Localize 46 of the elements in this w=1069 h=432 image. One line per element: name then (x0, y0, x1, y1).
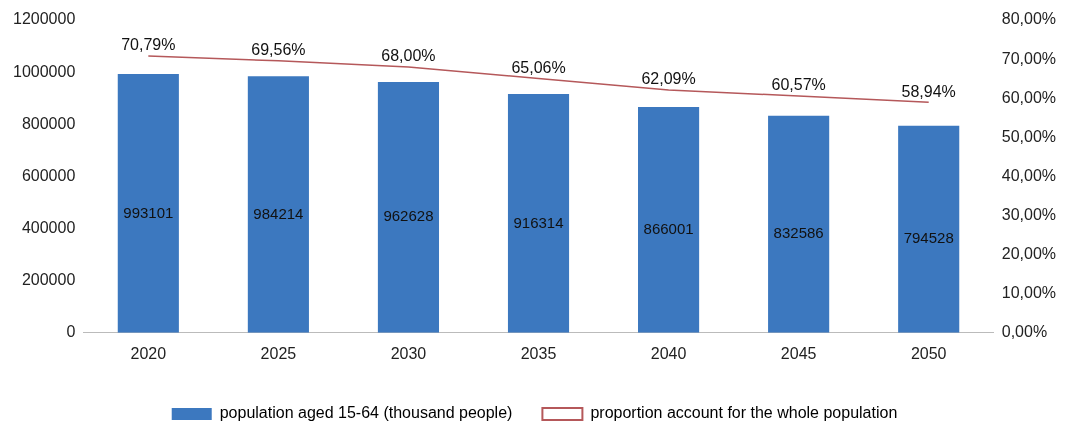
legend-label: proportion account for the whole population (590, 404, 898, 422)
bar (638, 107, 700, 333)
y-tick-label: 200000 (21, 271, 76, 289)
data-label: 65,06% (511, 58, 566, 76)
x-tick-label: 2025 (260, 344, 297, 362)
y-tick-label: 1000000 (12, 62, 76, 80)
bar (898, 125, 960, 333)
y2-tick-label: 0,00% (1001, 323, 1048, 341)
data-label: 866001 (643, 220, 694, 238)
x-tick-label: 2035 (520, 344, 557, 362)
y2-tick-label: 60,00% (1001, 88, 1056, 106)
data-label: 58,94% (901, 82, 956, 100)
data-label: 60,57% (771, 76, 826, 94)
data-label: 68,00% (381, 47, 436, 65)
y2-tick-label: 50,00% (1001, 127, 1056, 145)
data-label: 794528 (903, 229, 954, 247)
data-label: 993101 (123, 203, 174, 221)
y-tick-label: 800000 (21, 114, 76, 132)
bar (507, 93, 570, 333)
data-label: 69,56% (251, 41, 306, 59)
y2-tick-label: 40,00% (1001, 166, 1056, 184)
bar (768, 115, 830, 333)
y-tick-label: 0 (66, 323, 76, 341)
y2-tick-label: 80,00% (1001, 10, 1056, 28)
y2-tick-label: 70,00% (1001, 49, 1056, 67)
x-tick-label: 2030 (390, 344, 427, 362)
data-label: 62,09% (641, 70, 696, 88)
bar (377, 81, 440, 333)
y-tick-label: 1200000 (12, 10, 76, 28)
data-label: 832586 (773, 224, 824, 242)
y-tick-label: 600000 (21, 166, 76, 184)
y2-tick-label: 20,00% (1001, 245, 1056, 263)
data-label: 962628 (383, 207, 434, 225)
data-label: 916314 (513, 213, 564, 231)
legend-label: population aged 15-64 (thousand people) (219, 404, 513, 422)
data-label: 70,79% (121, 36, 176, 54)
x-tick-label: 2045 (780, 344, 817, 362)
bar (117, 73, 179, 333)
data-label: 984214 (253, 204, 304, 222)
y2-tick-label: 30,00% (1001, 205, 1056, 223)
bar (247, 76, 309, 333)
x-tick-label: 2020 (130, 344, 167, 362)
x-tick-label: 2040 (650, 344, 687, 362)
y-tick-label: 400000 (21, 218, 76, 236)
y2-tick-label: 10,00% (1001, 284, 1056, 302)
x-tick-label: 2050 (910, 344, 947, 362)
